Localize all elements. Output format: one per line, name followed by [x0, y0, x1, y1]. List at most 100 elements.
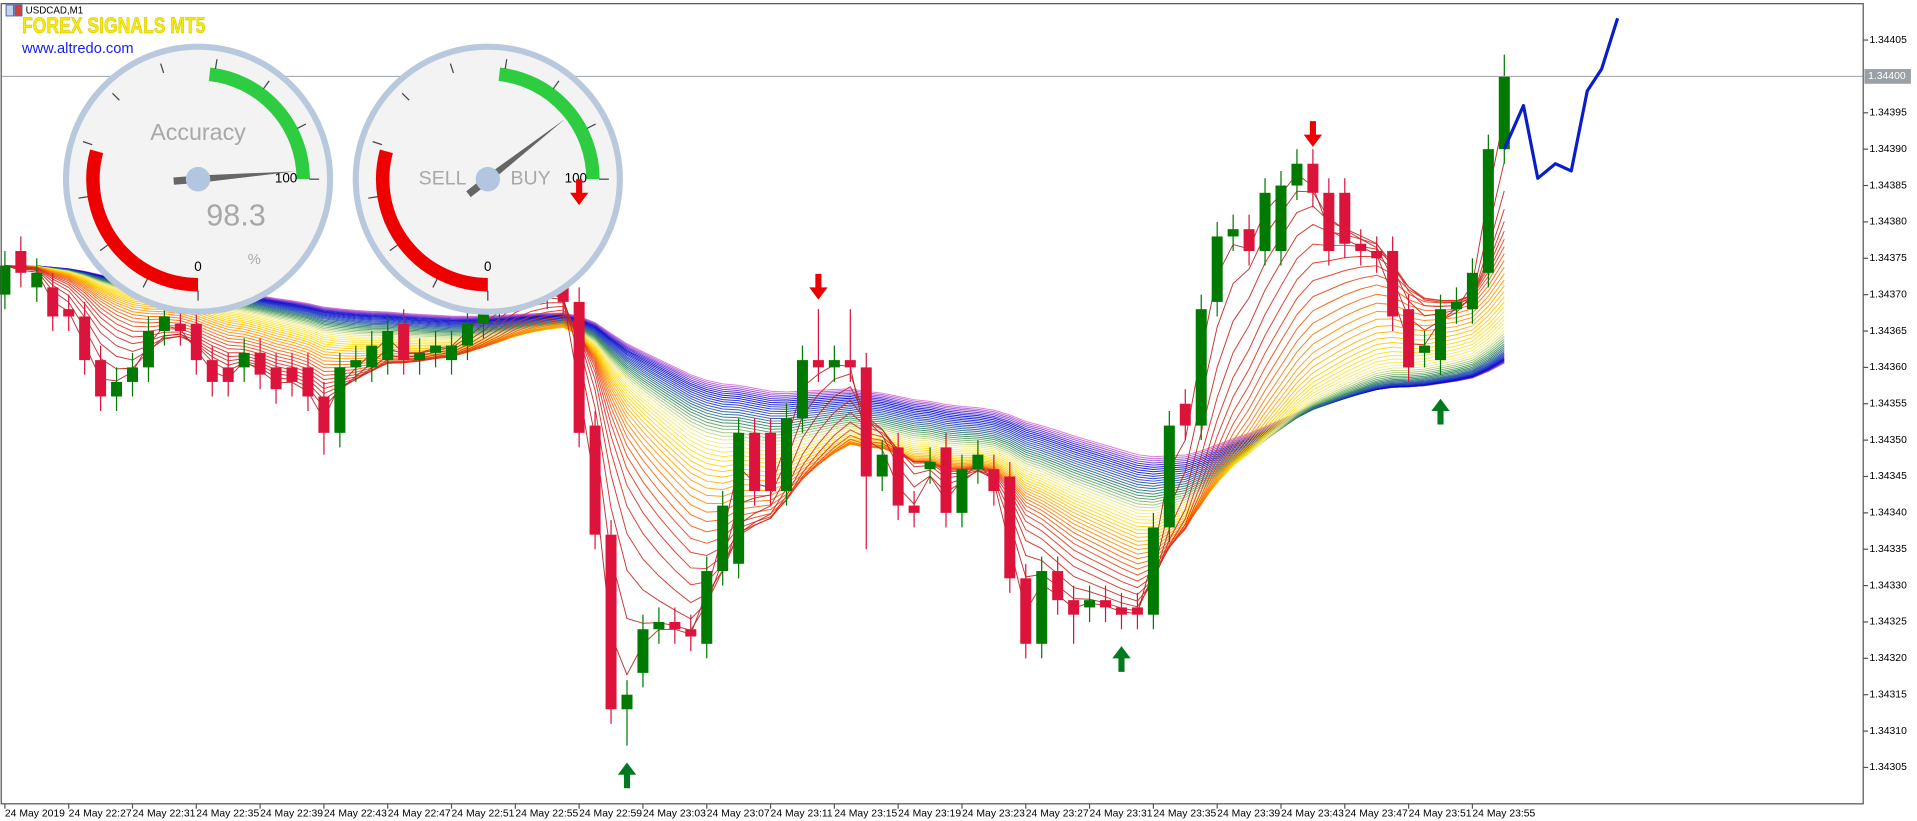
gauge-zone	[86, 149, 199, 292]
buy-signal-arrow	[1431, 398, 1450, 425]
candle-body	[1195, 309, 1207, 426]
buy-signal-arrow	[617, 762, 637, 789]
candle-body	[908, 505, 920, 513]
candle-body	[1291, 163, 1303, 186]
candle-body	[1275, 185, 1287, 251]
gauge-tick	[262, 80, 270, 90]
y-tick-label: 1.34330	[1869, 580, 1907, 591]
y-tick-label: 1.34360	[1869, 362, 1907, 373]
candle-body	[1068, 600, 1080, 615]
candle-body	[1004, 476, 1016, 579]
axis-layer: 1.34305 1.34310 1.34315 1.34320 1.34325 1.343…	[4, 35, 1911, 819]
window-icon	[14, 4, 23, 17]
candle-body	[812, 360, 824, 368]
candle-body	[286, 367, 298, 382]
window-icon	[5, 4, 14, 17]
candle-body	[780, 418, 793, 492]
sell-signal-arrow	[569, 179, 589, 206]
candle-body	[1243, 229, 1255, 251]
candle-body	[1163, 425, 1175, 528]
x-tick-label: 24 May 22:47	[388, 808, 451, 819]
candle-body	[1036, 571, 1048, 644]
x-tick-label: 24 May 22:35	[196, 808, 259, 819]
gauge-tick	[112, 92, 120, 101]
gauge-tick	[372, 141, 383, 146]
candle-body	[573, 301, 585, 433]
candle-body	[190, 323, 202, 361]
candle-body	[1259, 192, 1271, 251]
candle-body	[1115, 607, 1127, 615]
gauge-tick	[432, 278, 438, 288]
sell-signal-arrow	[809, 273, 828, 300]
y-tick-label: 1.34405	[1869, 35, 1907, 46]
candle-body	[158, 316, 170, 332]
forecast-line	[1502, 17, 1620, 180]
header: USDCAD,M1 FOREX SIGNALS MT5 www.altredo.…	[5, 4, 206, 57]
gauge-right-label: BUY	[511, 167, 551, 189]
gauge-tick	[99, 244, 109, 252]
overlay-layer	[1, 17, 1864, 180]
candle-body	[1227, 229, 1239, 237]
gauge-tick	[214, 59, 218, 69]
x-tick-label: 24 May 23:43	[1281, 808, 1344, 819]
candle-body	[557, 287, 569, 302]
y-tick-label: 1.34350	[1869, 435, 1907, 446]
candle-body	[828, 360, 840, 368]
candle-body	[1131, 607, 1143, 615]
candle-body	[1419, 345, 1431, 353]
candle-body	[398, 323, 410, 361]
x-tick-label: 24 May 23:23	[962, 808, 1025, 819]
x-tick-label: 24 May 23:39	[1217, 808, 1280, 819]
gauge-zone	[498, 67, 600, 180]
candle-body	[1179, 403, 1191, 426]
gauge-tick	[504, 59, 508, 69]
candle-body	[972, 454, 984, 470]
candle-body	[924, 461, 936, 470]
candle-body	[1147, 527, 1159, 615]
candle-body	[15, 250, 27, 273]
gauge-tick	[368, 196, 379, 199]
candle-body	[222, 367, 234, 382]
candle-body	[637, 629, 649, 673]
y-tick-label: 1.34385	[1869, 180, 1907, 191]
gauge-min-label: 0	[194, 259, 201, 274]
candle-body	[126, 367, 139, 382]
candle-body	[142, 331, 154, 368]
buy-signal-arrow	[1112, 646, 1131, 672]
candle-body	[860, 367, 872, 477]
candle-body	[79, 316, 91, 361]
candle-body	[1020, 578, 1032, 644]
gauge-layer: 0 100 Accuracy 98.3% 0 100 SELL BUY	[62, 43, 623, 315]
candle-body	[334, 367, 346, 433]
gauge-tick	[78, 196, 89, 199]
candle-body	[1498, 76, 1510, 150]
candle-body	[589, 425, 601, 535]
candle-body	[430, 345, 442, 353]
candle-body	[63, 309, 75, 317]
candle-body	[988, 469, 1000, 492]
candle-body	[302, 367, 314, 397]
candle-body	[940, 447, 952, 513]
brand-url: www.altredo.com	[21, 41, 134, 57]
y-tick-label: 1.34370	[1869, 289, 1907, 300]
y-tick-label: 1.34310	[1869, 726, 1907, 737]
candle-body	[1211, 236, 1223, 302]
x-tick-label: 24 May 22:51	[452, 808, 515, 819]
candle-body	[254, 352, 266, 375]
candle-body	[477, 309, 489, 324]
candle-body	[1323, 192, 1335, 251]
candle-body	[605, 534, 617, 710]
x-tick-label: 24 May 23:27	[1026, 808, 1089, 819]
candle-body	[1052, 571, 1064, 601]
x-tick-label: 24 May 23:15	[834, 808, 897, 819]
candle-body	[1387, 250, 1399, 317]
candle-body	[238, 352, 250, 368]
candle-body	[446, 345, 458, 361]
ma-ribbon-line	[4, 246, 1505, 576]
candle-body	[669, 621, 681, 630]
y-tick-label: 1.34315	[1869, 689, 1907, 700]
candle-body	[1482, 149, 1494, 273]
y-tick-label: 1.34375	[1869, 253, 1907, 264]
candle-body	[318, 396, 330, 433]
